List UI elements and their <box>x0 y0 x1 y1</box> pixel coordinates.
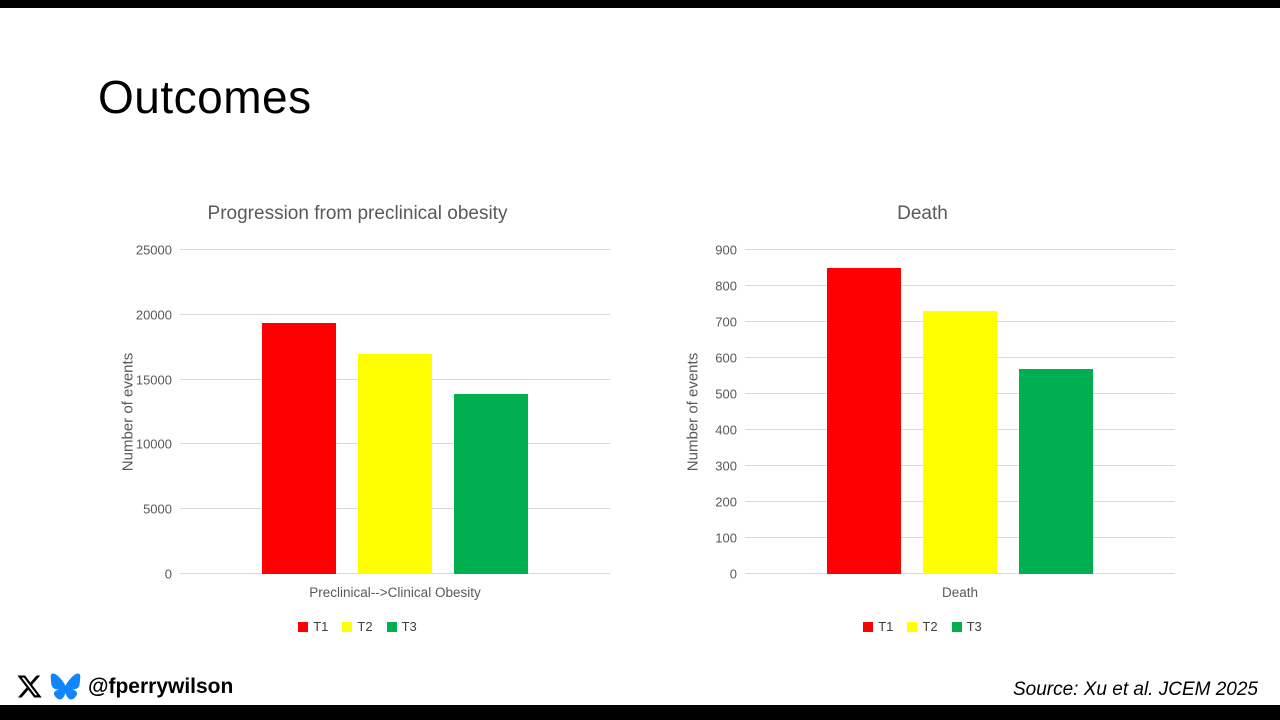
legend-swatch <box>907 621 918 632</box>
source-citation: Source: Xu et al. JCEM 2025 <box>1012 679 1258 700</box>
legend-item-t2: T2 <box>907 619 938 634</box>
plot-area <box>745 249 1175 574</box>
bar-t2 <box>358 353 432 574</box>
y-axis-ticks: 0 100 200 300 400 500 600 700 800 900 <box>665 243 741 582</box>
plot-area <box>180 249 610 574</box>
bar-t1 <box>262 322 336 574</box>
legend-swatch <box>298 621 309 632</box>
y-tick-label: 300 <box>715 458 737 474</box>
chart-title: Progression from preclinical obesity <box>207 203 508 224</box>
legend-label: T1 <box>878 619 894 634</box>
y-tick-label: 0 <box>164 566 172 582</box>
y-tick-label: 800 <box>715 278 737 294</box>
legend-item-t3: T3 <box>386 619 417 634</box>
bars-group <box>745 250 1175 574</box>
chart-death: Death Number of events 0 100 200 300 400 500 6… <box>665 195 1180 655</box>
slide-title: Outcomes <box>98 71 312 123</box>
gridline <box>180 313 610 315</box>
y-tick-label: 600 <box>715 350 737 366</box>
social-footer: @fperrywilson <box>16 673 233 700</box>
bottom-letterbox-bar <box>0 705 1280 720</box>
y-tick-label: 900 <box>715 242 737 258</box>
bar-t3 <box>454 393 528 574</box>
y-tick-label: 0 <box>729 566 737 582</box>
legend-swatch <box>951 621 962 632</box>
y-tick-label: 15000 <box>135 372 172 388</box>
legend-item-t1: T1 <box>298 619 328 634</box>
gridline <box>745 249 1175 250</box>
legend-swatch <box>386 621 397 632</box>
chart-legend: T1 T2 T3 <box>665 619 1180 634</box>
gridline <box>180 249 610 250</box>
y-tick-label: 700 <box>715 314 737 330</box>
legend-swatch <box>342 621 353 632</box>
y-tick-label: 25000 <box>135 242 172 258</box>
bluesky-butterfly-icon <box>50 673 81 700</box>
bar-t1 <box>827 268 901 574</box>
y-tick-label: 200 <box>715 494 737 510</box>
bar-t3 <box>1019 368 1093 574</box>
legend-item-t3: T3 <box>951 619 982 634</box>
chart-title: Death <box>897 203 948 224</box>
y-tick-label: 20000 <box>135 307 172 323</box>
bar-t2 <box>923 311 997 574</box>
legend-label: T2 <box>357 619 373 634</box>
chart-progression: Progression from preclinical obesity Num… <box>100 195 615 655</box>
legend-label: T1 <box>313 619 329 634</box>
y-axis-ticks: 0 5000 10000 15000 20000 25000 <box>100 243 176 582</box>
top-letterbox-bar <box>0 0 1280 8</box>
y-tick-label: 10000 <box>135 436 172 452</box>
y-tick-label: 500 <box>715 386 737 402</box>
gridline <box>745 285 1175 287</box>
x-twitter-icon <box>17 675 42 698</box>
legend-swatch <box>863 621 874 632</box>
social-handle: @fperrywilson <box>88 674 234 698</box>
y-tick-label: 5000 <box>143 501 172 517</box>
legend-label: T3 <box>401 619 417 634</box>
y-tick-label: 400 <box>715 422 737 438</box>
legend-item-t2: T2 <box>342 619 373 634</box>
x-axis-label: Death <box>941 585 979 600</box>
chart-legend: T1 T2 T3 <box>100 619 615 634</box>
legend-item-t1: T1 <box>863 619 893 634</box>
legend-label: T2 <box>922 619 938 634</box>
legend-label: T3 <box>966 619 982 634</box>
y-tick-label: 100 <box>715 530 737 546</box>
x-axis-label: Preclinical-->Clinical Obesity <box>309 585 481 600</box>
bars-group <box>180 250 610 574</box>
